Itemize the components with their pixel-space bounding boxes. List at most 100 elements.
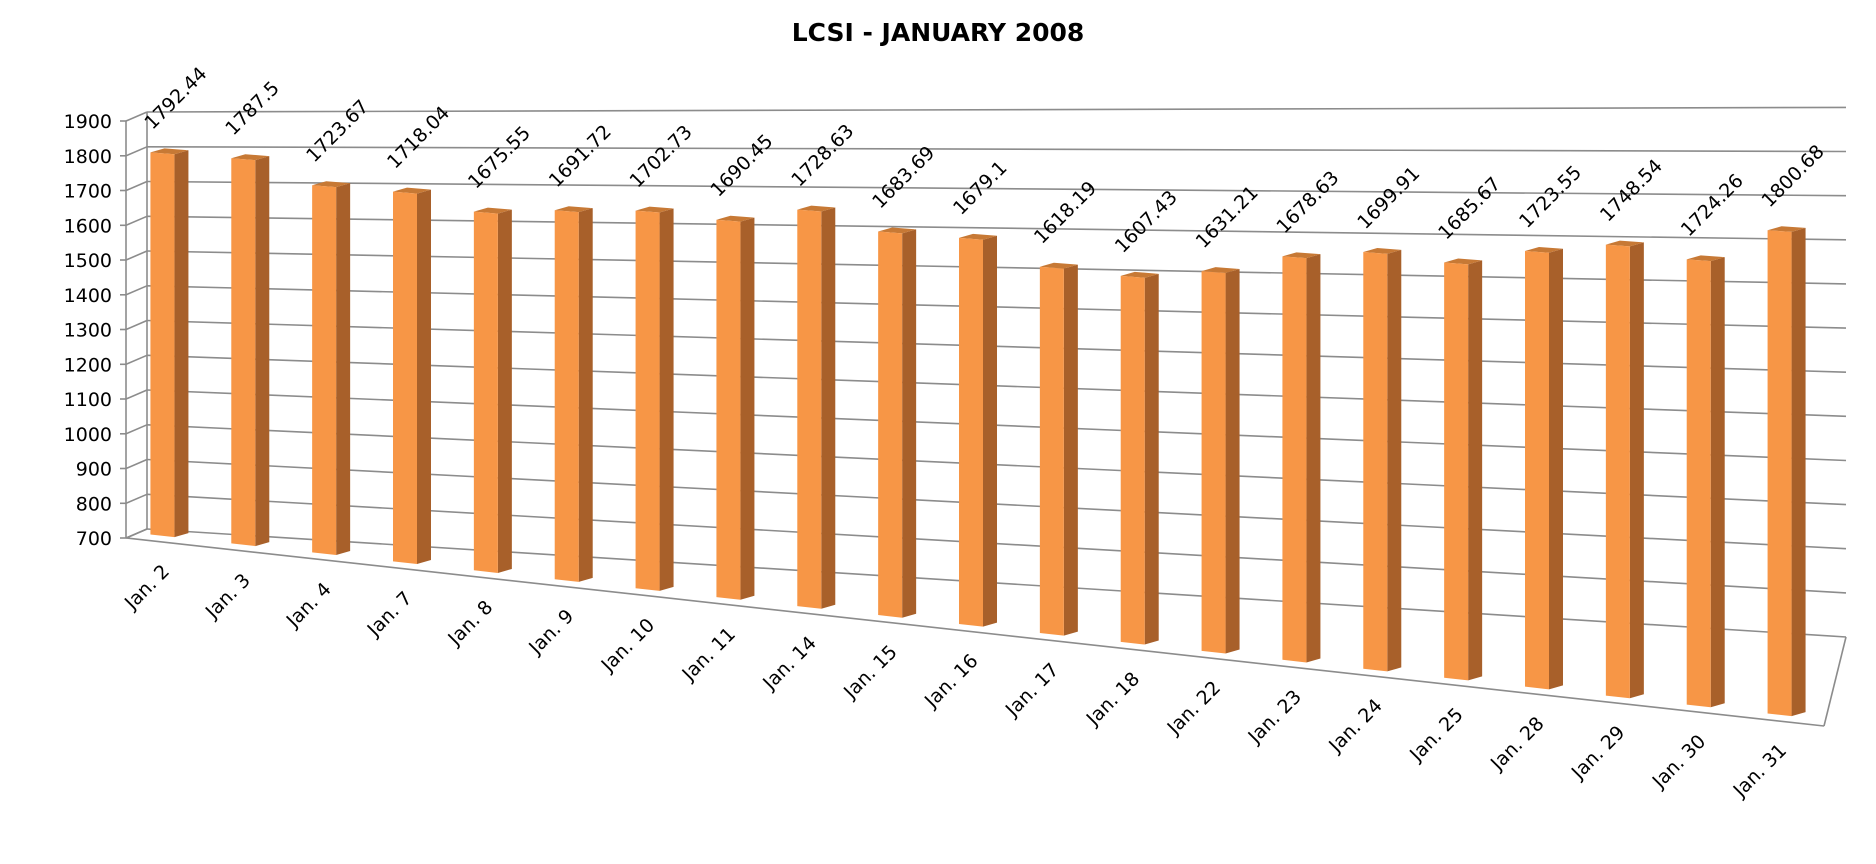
- gridline-1700: [146, 180, 1847, 197]
- value-label-4: 1675.55: [464, 122, 535, 193]
- bar-top-19: [1686, 255, 1725, 262]
- bar-side-10: [983, 235, 997, 627]
- value-label-6: 1702.73: [626, 121, 697, 192]
- x-tick-label-10: Jan. 16: [920, 650, 983, 713]
- side-gridline-1400: [125, 285, 148, 296]
- value-label-14: 1678.63: [1272, 167, 1343, 238]
- value-label-18: 1748.54: [1596, 155, 1667, 226]
- x-tick-label-2: Jan. 4: [282, 578, 336, 632]
- gridline-1900: [146, 106, 1847, 113]
- side-gridline-1500: [125, 250, 148, 261]
- bar-top-2: [312, 181, 351, 188]
- x-tick-label-16: Jan. 25: [1405, 704, 1468, 767]
- bar-top-12: [1120, 271, 1159, 278]
- side-gridline-1100: [125, 389, 148, 400]
- bar-0: [150, 152, 175, 538]
- bar-top-17: [1525, 246, 1563, 253]
- bar-6: [635, 210, 660, 591]
- bar-12: [1120, 275, 1145, 645]
- bar-top-7: [716, 215, 755, 222]
- value-label-11: 1618.19: [1030, 177, 1101, 248]
- x-tick-label-1: Jan. 3: [201, 569, 255, 623]
- x-tick-label-20: Jan. 31: [1728, 740, 1791, 803]
- x-tick-label-13: Jan. 22: [1162, 677, 1225, 740]
- bar-18: [1605, 244, 1630, 699]
- bar-side-20: [1791, 227, 1806, 717]
- bar-side-4: [497, 209, 512, 573]
- y-tick-label: 1900: [64, 111, 112, 133]
- y-tick-label: 700: [76, 528, 112, 550]
- value-label-16: 1685.67: [1434, 173, 1505, 244]
- bar-top-8: [797, 205, 836, 212]
- bar-top-3: [393, 187, 431, 194]
- bar-side-0: [174, 150, 189, 538]
- bar-top-1: [231, 154, 270, 161]
- x-tick-label-3: Jan. 7: [362, 587, 416, 641]
- y-tick-label: 1800: [64, 146, 112, 168]
- y-tick-label: 1000: [64, 424, 112, 446]
- bar-top-11: [1039, 262, 1078, 269]
- bar-side-6: [659, 208, 674, 591]
- bar-side-16: [1468, 260, 1483, 681]
- bar-1: [231, 158, 256, 547]
- bar-side-11: [1063, 264, 1078, 636]
- x-tick-label-12: Jan. 18: [1082, 668, 1145, 731]
- bar-side-19: [1710, 257, 1725, 708]
- side-gridline-1700: [125, 180, 148, 192]
- side-gridline-1300: [125, 319, 148, 331]
- bar-11: [1039, 266, 1064, 636]
- bar-top-15: [1363, 248, 1402, 254]
- y-tick-label: 1500: [64, 250, 112, 272]
- bar-3: [393, 191, 417, 564]
- bar-top-20: [1767, 226, 1806, 232]
- bar-top-18: [1605, 240, 1644, 247]
- bar-7: [716, 219, 741, 600]
- bar-side-8: [821, 207, 836, 609]
- value-label-12: 1607.43: [1111, 186, 1182, 257]
- y-tick-label: 1700: [64, 181, 112, 203]
- y-tick-label: 800: [76, 493, 112, 515]
- gridline-1800: [146, 146, 1847, 153]
- value-label-0: 1792.44: [140, 63, 211, 134]
- value-label-19: 1724.26: [1677, 170, 1748, 241]
- bar-top-6: [635, 206, 674, 213]
- value-label-17: 1723.55: [1515, 161, 1586, 232]
- bar-top-14: [1282, 252, 1321, 259]
- side-gridline-900: [125, 458, 148, 470]
- x-tick-label-7: Jan. 11: [677, 623, 740, 686]
- floor-right-edge: [1823, 636, 1847, 727]
- x-tick-label-8: Jan. 14: [758, 632, 821, 695]
- bar-side-7: [740, 217, 755, 600]
- bar-top-10: [959, 233, 997, 240]
- value-label-3: 1718.04: [383, 102, 454, 173]
- bar-top-9: [878, 227, 917, 234]
- side-gridline-700: [125, 528, 148, 539]
- bar-10: [959, 237, 983, 627]
- bar-19: [1686, 259, 1711, 708]
- x-tick-label-0: Jan. 2: [120, 560, 174, 614]
- bar-side-12: [1144, 273, 1159, 645]
- value-label-9: 1683.69: [868, 142, 939, 213]
- value-label-8: 1728.63: [787, 120, 858, 191]
- bar-side-14: [1306, 254, 1321, 663]
- bar-side-2: [336, 183, 351, 556]
- bar-16: [1444, 262, 1469, 681]
- bar-15: [1363, 252, 1388, 672]
- bar-8: [797, 209, 822, 609]
- x-tick-label-17: Jan. 28: [1486, 713, 1549, 776]
- bar-top-5: [554, 206, 593, 213]
- y-tick-label: 1300: [64, 320, 112, 342]
- bar-top-4: [473, 207, 512, 214]
- y-tick-label: 1100: [64, 389, 112, 411]
- bar-side-1: [255, 156, 270, 547]
- value-label-15: 1699.91: [1353, 162, 1424, 233]
- side-gridline-1000: [125, 424, 148, 435]
- bar-side-13: [1225, 268, 1240, 654]
- side-gridline-1600: [125, 215, 148, 227]
- y-tick-label: 1400: [64, 285, 112, 307]
- value-label-1: 1787.5: [221, 77, 284, 140]
- x-tick-label-11: Jan. 17: [1001, 659, 1064, 722]
- bar-13: [1201, 271, 1226, 654]
- x-tick-label-6: Jan. 10: [596, 614, 659, 677]
